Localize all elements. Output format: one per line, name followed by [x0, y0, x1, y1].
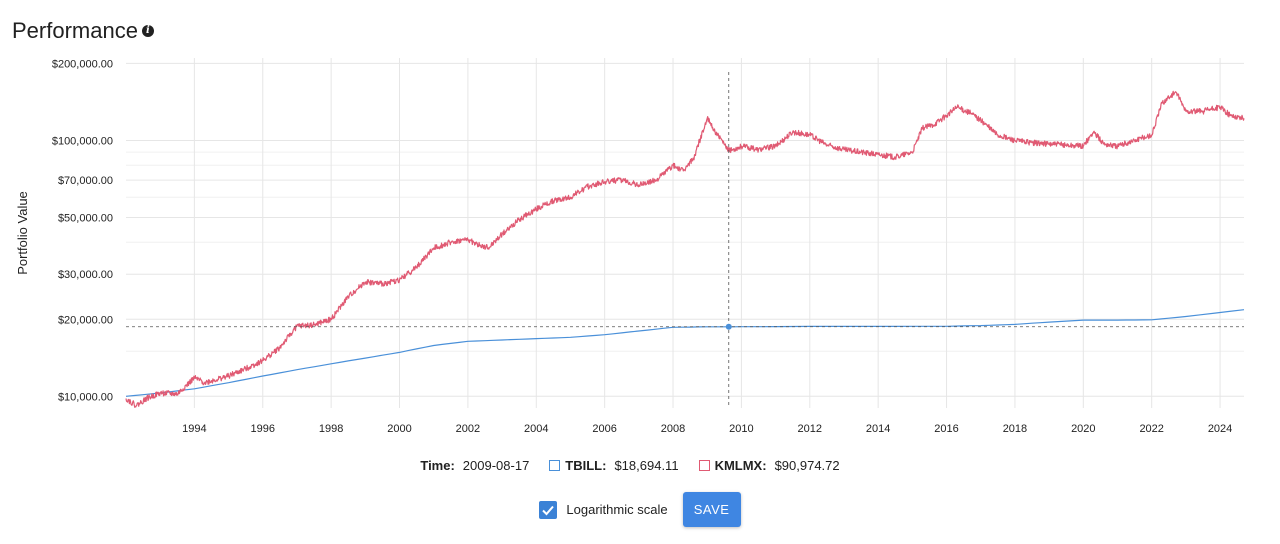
x-tick-label: 2016 — [934, 423, 958, 435]
x-tick-label: 2018 — [1003, 423, 1027, 435]
log-scale-label[interactable]: Logarithmic scale — [566, 502, 668, 517]
page-title-text: Performance — [12, 18, 138, 43]
x-tick-label: 1998 — [319, 423, 343, 435]
x-tick-label: 2022 — [1139, 423, 1163, 435]
page-title: Performance i — [12, 18, 154, 44]
y-tick-label: $100,000.00 — [52, 135, 113, 147]
x-tick-label: 2010 — [729, 423, 753, 435]
x-tick-label: 2014 — [866, 423, 890, 435]
x-tick-label: 1996 — [251, 423, 275, 435]
legend-swatch-kmlmx — [698, 460, 710, 471]
legend-label-tbill: TBILL: — [565, 458, 607, 473]
info-icon[interactable]: i — [141, 25, 154, 37]
x-tick-label: 2012 — [798, 423, 822, 435]
legend-label-kmlmx: KMLMX: — [714, 458, 767, 473]
x-tick-label: 2020 — [1071, 423, 1095, 435]
x-tick-label: 2008 — [661, 423, 685, 435]
x-tick-label: 2006 — [592, 423, 616, 435]
y-tick-label: $200,000.00 — [52, 58, 113, 70]
x-tick-label: 2002 — [456, 423, 480, 435]
x-tick-label: 2000 — [387, 423, 411, 435]
y-tick-label: $30,000.00 — [58, 269, 113, 281]
y-tick-label: $50,000.00 — [58, 212, 113, 224]
legend-swatch-tbill — [549, 460, 561, 471]
y-tick-label: $10,000.00 — [58, 391, 113, 403]
legend-time-value: 2009-08-17 — [462, 458, 530, 473]
y-tick-label: $70,000.00 — [58, 175, 113, 187]
performance-chart[interactable]: $10,000.00 $20,000.00 $30,000.00 $50,000.00… — [0, 0, 1280, 450]
x-tick-label: 2024 — [1208, 423, 1232, 435]
legend-value-kmlmx: $90,974.72 — [774, 458, 840, 473]
log-scale-checkbox[interactable] — [539, 500, 558, 519]
save-button[interactable]: SAVE — [682, 492, 741, 527]
y-axis-label: Portfolio Value — [15, 191, 30, 275]
crosshair-point — [725, 323, 732, 330]
chart-controls: Logarithmic scale SAVE — [0, 492, 1280, 527]
x-tick-label: 1994 — [182, 423, 206, 435]
legend-time-label: Time: — [420, 458, 455, 473]
y-tick-label: $20,000.00 — [58, 314, 113, 326]
chart-legend: Time: 2009-08-17 TBILL: $18,694.11 KMLMX… — [0, 458, 1280, 473]
legend-value-tbill: $18,694.11 — [614, 458, 679, 473]
series-line-kmlmx — [125, 90, 1245, 408]
check-icon — [542, 505, 555, 515]
x-tick-label: 2004 — [524, 423, 548, 435]
series-line-tbill — [125, 309, 1245, 397]
